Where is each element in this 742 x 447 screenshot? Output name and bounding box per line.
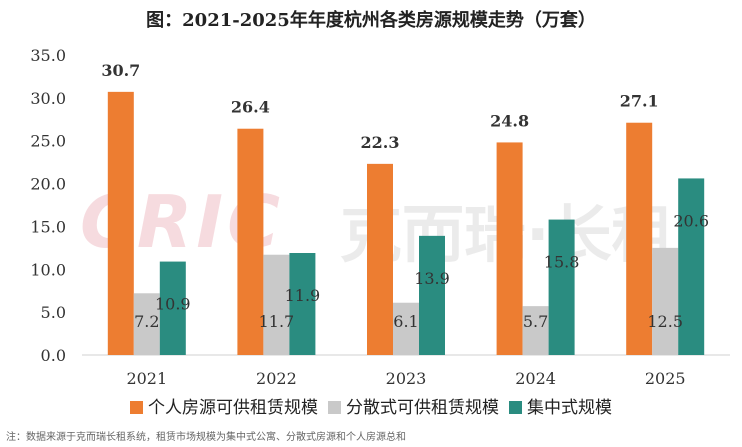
bar-series-2: [678, 178, 705, 355]
data-label: 26.4: [231, 98, 270, 117]
bar-series-1: [652, 247, 679, 355]
bar-series-0: [626, 122, 653, 355]
legend-item: 分散式可供租赁规模: [328, 393, 499, 418]
data-label: 27.1: [620, 92, 659, 111]
data-label: 11.7: [259, 312, 295, 331]
bars: [107, 91, 705, 355]
data-label: 7.2: [134, 312, 159, 331]
legend-item: 个人房源可供租赁规模: [130, 393, 318, 418]
data-label: 24.8: [490, 111, 529, 130]
source-note: 注：数据来源于克而瑞长租系统，租赁市场规模为集中式公寓、分散式房源和个人房源总和: [6, 432, 406, 443]
data-label: 15.8: [544, 253, 580, 272]
y-tick-label: 35.0: [30, 46, 66, 65]
bar-series-1: [133, 293, 160, 355]
legend: 个人房源可供租赁规模 分散式可供租赁规模 集中式规模: [0, 393, 742, 418]
data-label: 30.7: [101, 61, 140, 80]
legend-item: 集中式规模: [509, 393, 612, 418]
bar-series-2: [159, 261, 186, 355]
data-label: 6.1: [393, 312, 418, 331]
data-labels: 30.7 7.210.9 26.4 11.7 11.9 22.3 6.1 13.9 24.8 5.…: [101, 61, 709, 331]
y-axis: 0.0 5.0 10.0 15.0 20.0 25.0 30.0 35.0: [30, 46, 66, 365]
data-label: 20.6: [673, 211, 709, 230]
x-tick-label: 2021: [126, 369, 167, 388]
x-tick-label: 2022: [256, 369, 297, 388]
data-label: 13.9: [414, 269, 450, 288]
x-tick-label: 2024: [515, 369, 556, 388]
bar-series-0: [367, 163, 393, 355]
data-label: 22.3: [361, 133, 400, 152]
bar-series-0: [496, 142, 523, 355]
chart-title: 图：2021-2025年年度杭州各类房源规模走势（万套）: [146, 10, 596, 31]
bar-series-0: [237, 128, 264, 355]
x-tick-label: 2025: [645, 369, 686, 388]
y-tick-label: 0.0: [41, 346, 66, 365]
bar-series-2: [419, 235, 445, 355]
y-tick-label: 15.0: [30, 217, 66, 236]
bar-series-2: [548, 219, 575, 355]
bar-series-1: [522, 306, 549, 355]
bar-series-1: [263, 254, 290, 355]
y-tick-label: 30.0: [30, 89, 66, 108]
data-label: 11.9: [285, 286, 321, 305]
bar-series-1: [393, 302, 419, 355]
bar-series-0: [107, 91, 134, 355]
bar-series-2: [289, 253, 316, 355]
legend-swatch: [509, 401, 522, 414]
legend-swatch: [328, 401, 341, 414]
data-label: 10.9: [155, 295, 191, 314]
legend-label: 个人房源可供租赁规模: [148, 398, 318, 418]
y-tick-label: 25.0: [30, 132, 66, 151]
legend-label: 集中式规模: [527, 398, 612, 418]
data-label: 12.5: [647, 312, 683, 331]
legend-label: 分散式可供租赁规模: [346, 398, 499, 418]
y-tick-label: 20.0: [30, 175, 66, 194]
y-tick-label: 5.0: [41, 303, 66, 322]
x-tick-label: 2023: [386, 369, 427, 388]
x-axis: 2021 2022 2023 2024 2025: [82, 354, 730, 388]
y-tick-label: 10.0: [30, 260, 66, 279]
legend-swatch: [130, 401, 143, 414]
data-label: 5.7: [523, 312, 548, 331]
